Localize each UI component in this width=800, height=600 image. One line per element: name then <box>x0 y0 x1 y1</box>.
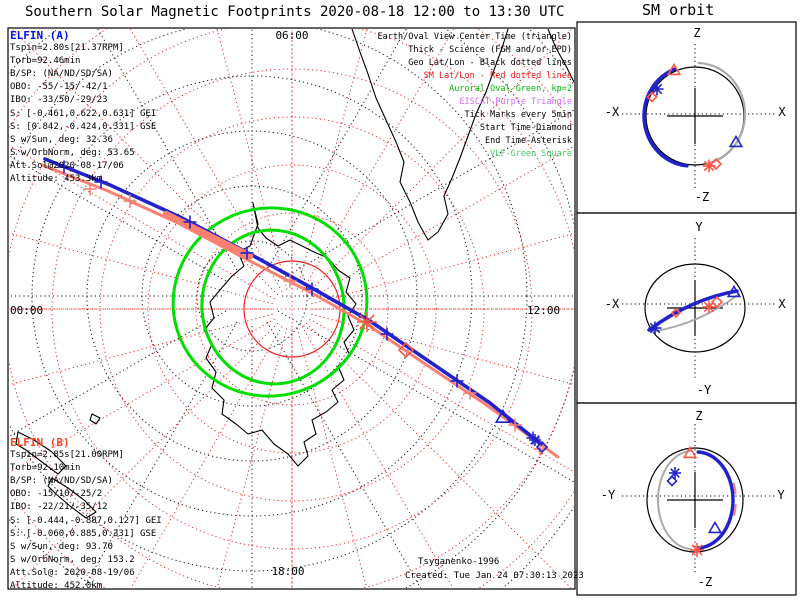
model-label: Tsyganenko-1996 <box>418 557 500 567</box>
elfin_b-line-9: Att.Sol@: 2020-08-19/06 <box>10 567 135 578</box>
elfin_b-line-2: B/SP: (NA/ND/SD/SA) <box>10 476 113 487</box>
elfin_b-title: ELFIN (B) <box>10 436 70 449</box>
created-timestamp: Created: Tue Jan 24 07:30:13 2023 <box>405 571 584 581</box>
mlt-label-1800: 18:00 <box>271 565 305 578</box>
legend-line-8: End Time-Asterisk <box>485 136 572 146</box>
sm-orbit-xy-axis-label--x: -X <box>604 297 620 311</box>
elfin_b-line-1: Torb=92.10min <box>10 463 81 474</box>
legend-line-9: VLF-Green Square <box>490 149 572 159</box>
elfin_a-line-5: S: [-0.461,0.622,0.631] GEI <box>10 108 157 119</box>
elfin_a-line-0: Tspin=2.80s[21.37RPM] <box>10 43 124 53</box>
sm-orbit-yz-axis-label--y: -Y <box>600 488 616 502</box>
elfin_a-line-8: S w/OrbNorm, deg: 53.65 <box>10 147 135 158</box>
elfin_b-line-5: S: [-0.444,-0.887,0.127] GEI <box>10 515 162 526</box>
legend-line-6: Tick Marks every 5min <box>464 110 572 120</box>
legend-line-2: Geo Lat/Lon - Black dotted lines <box>408 58 572 68</box>
elfin_a-line-1: Torb=92.46min <box>10 56 81 67</box>
legend-line-5: EISCAT-Purple Triangle <box>459 97 572 107</box>
elfin_b-line-0: Tspin=2.85s[21.00RPM] <box>10 450 124 460</box>
legend-line-0: Earth/Oval View Center Time (triangle) <box>377 32 572 42</box>
elfin_a-line-2: B/SP: (NA/ND/SD/SA) <box>10 69 113 80</box>
mlt-label-0000: 00:00 <box>10 304 44 317</box>
sm-orbit-xy-axis-label-x: X <box>778 297 786 311</box>
elfin_b-line-7: S w/Sun, deg: 93.70 <box>10 541 113 552</box>
sm-orbit-xz-axis-label-x: X <box>778 105 786 119</box>
sm-orbit-title: SM orbit <box>642 1 715 19</box>
legend-line-3: SM Lat/Lon - Red dotted lines <box>423 71 572 81</box>
elfin_a-line-10: Altitude: 453.3km <box>10 174 103 184</box>
sm-orbit-yz-axis-label-z: Z <box>695 409 703 423</box>
elfin_b-line-8: S w/OrbNorm, deg: 153.2 <box>10 554 135 565</box>
elfin_a-line-6: S: [0.842,-0.424,0.331] GSE <box>10 121 157 132</box>
sm-orbit-xy-axis-label--y: -Y <box>696 383 712 397</box>
elfin_a-line-9: Att.Sol@2020-08-17/06 <box>10 160 124 171</box>
elfin_b-line-4: IBO: -22/21/-35/12 <box>10 502 108 513</box>
elfin_a-line-3: OBO: -55/-15/-42/1 <box>10 82 108 93</box>
sm-orbit-xz-axis-label-z: Z <box>693 26 701 40</box>
sm-orbit-xz-axis-label--x: -X <box>604 105 620 119</box>
sm-orbit-xy-axis-label-y: Y <box>695 220 703 234</box>
legend-line-7: Start Time-Diamond <box>479 123 572 133</box>
elfin_b-line-10: Altitude: 452.0km <box>10 581 103 591</box>
legend-line-1: Thick - Science (FGM and/or EPD) <box>408 45 572 55</box>
elfin_b-line-6: S: [-0.060,0.885,0.331] GSE <box>10 528 157 539</box>
map-area <box>9 29 574 588</box>
sm-orbit-yz-axis-label--z: -Z <box>697 575 713 589</box>
sm-orbit-yz-axis-label-y: Y <box>777 488 785 502</box>
elfin_a-title: ELFIN (A) <box>10 29 70 42</box>
legend-line-4: Auroral Oval-Green, kp=2 <box>449 84 572 94</box>
elfin_b-line-3: OBO: -15/10/-25/2 <box>10 489 103 500</box>
mlt-label-1200: 12:00 <box>527 304 561 317</box>
elfin_a-line-7: S w/Sun, deg: 32.36 <box>10 134 113 145</box>
sm-orbit-yz <box>576 402 797 596</box>
figure-title: Southern Solar Magnetic Footprints 2020-… <box>25 4 565 20</box>
sm-orbit-xz-axis-label--z: -Z <box>694 190 710 204</box>
mlt-label-0600: 06:00 <box>275 29 309 42</box>
elfin_a-line-4: IBO: -33/50/-29/23 <box>10 95 108 106</box>
